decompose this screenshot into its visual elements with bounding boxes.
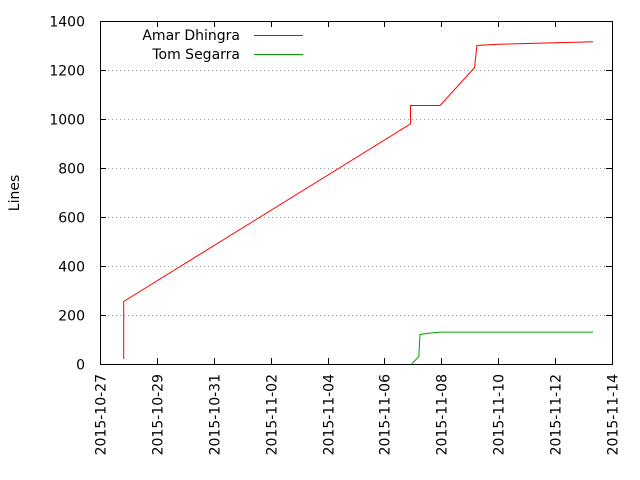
series-line-amar-dhingra: [123, 41, 594, 360]
x-tick-label: 2015-11-12: [549, 374, 565, 455]
x-tick-label: 2015-11-06: [378, 374, 394, 455]
legend-label: Amar Dhingra: [142, 28, 240, 44]
y-tick-label: 1400: [49, 15, 85, 31]
legend-label: Tom Segarra: [151, 47, 240, 63]
y-tick-label: 400: [58, 260, 85, 276]
x-tick-label: 2015-10-29: [151, 374, 167, 455]
x-tick-label: 2015-10-31: [208, 374, 224, 455]
series-line-tom-segarra: [411, 331, 593, 365]
plot-frame: [100, 21, 613, 365]
legend: Amar Dhingra Tom Segarra: [142, 28, 303, 63]
x-tick-label: 2015-11-04: [322, 374, 338, 455]
x-tick-label: 2015-11-02: [265, 374, 281, 455]
y-axis-label: Lines: [7, 175, 23, 211]
y-tick-label: 600: [58, 211, 85, 227]
x-tick-label: 2015-11-14: [606, 374, 622, 455]
y-tick-label: 1000: [49, 113, 85, 129]
series-lines: [123, 41, 594, 365]
y-tick-label: 200: [58, 309, 85, 325]
x-tick-label: 2015-10-27: [94, 374, 110, 455]
x-tick-labels: 2015-10-27 2015-10-29 2015-10-31 2015-11-02…: [94, 374, 622, 455]
x-tick-label: 2015-11-10: [492, 374, 508, 455]
y-tick-label: 800: [58, 162, 85, 178]
y-tick-labels: 0 200 400 600 800 1000 1200 1400: [49, 15, 85, 374]
y-tick-label: 1200: [49, 64, 85, 80]
x-tick-label: 2015-11-08: [435, 374, 451, 455]
grid-lines: [100, 70, 612, 316]
y-tick-label: 0: [76, 358, 85, 374]
axis-ticks: [100, 21, 613, 365]
